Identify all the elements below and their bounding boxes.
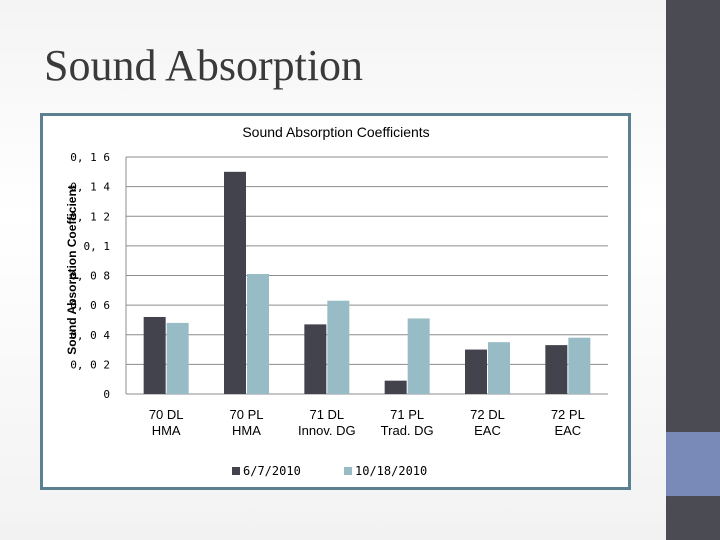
legend-label: 10/18/2010 (355, 464, 427, 478)
y-tick-label: 0, 0 6 (70, 299, 110, 312)
decorative-sidebar-accent (666, 432, 720, 496)
slide-title: Sound Absorption (44, 41, 364, 90)
bar (143, 316, 166, 394)
x-tick-label: 72 PL (551, 407, 585, 422)
bar (465, 349, 487, 394)
x-tick-label: HMA (232, 423, 261, 438)
chart-title: Sound Absorption Coefficients (242, 124, 429, 140)
x-tick-label: EAC (474, 423, 501, 438)
bar (488, 342, 510, 394)
y-tick-label: 0, 1 2 (70, 210, 110, 223)
y-tick-label: 0, 1 (84, 240, 111, 253)
bar (545, 345, 568, 394)
x-tick-label: 70 DL (149, 407, 184, 422)
bar (166, 322, 189, 394)
y-tick-label: 0, 1 6 (70, 151, 110, 164)
x-tick-label: 70 PL (230, 407, 264, 422)
bar (407, 318, 430, 394)
gridlines (125, 156, 608, 395)
y-tick-label: 0, 0 2 (70, 358, 110, 371)
legend-swatch (232, 467, 240, 475)
x-tick-label: EAC (554, 423, 581, 438)
bar (568, 337, 591, 394)
x-tick-label: Trad. DG (381, 423, 434, 438)
y-tick-label: 0, 0 8 (70, 270, 110, 283)
bars (143, 171, 591, 394)
bar (304, 324, 327, 394)
y-tick-labels: 0 0, 0 2 0, 0 4 0, 0 6 0, 0 8 0, 1 0, 1 2 0, 1 … (70, 151, 110, 401)
legend: 6/7/2010 10/18/2010 (232, 464, 427, 478)
bar (247, 274, 269, 394)
legend-label: 6/7/2010 (243, 464, 301, 478)
y-tick-label: 0 (103, 388, 110, 401)
y-tick-label: 0, 0 4 (70, 329, 110, 342)
bar (224, 171, 246, 394)
x-tick-label: Innov. DG (298, 423, 356, 438)
y-tick-label: 0, 1 4 (70, 181, 110, 194)
x-tick-label: HMA (152, 423, 181, 438)
x-tick-label: 71 DL (309, 407, 344, 422)
x-tick-label: 71 PL (390, 407, 424, 422)
x-tick-label: 72 DL (470, 407, 505, 422)
bar (327, 300, 350, 394)
y-axis-label: Sound Absorption Coefficient (65, 185, 79, 355)
legend-swatch (344, 467, 352, 475)
bar (384, 380, 407, 394)
